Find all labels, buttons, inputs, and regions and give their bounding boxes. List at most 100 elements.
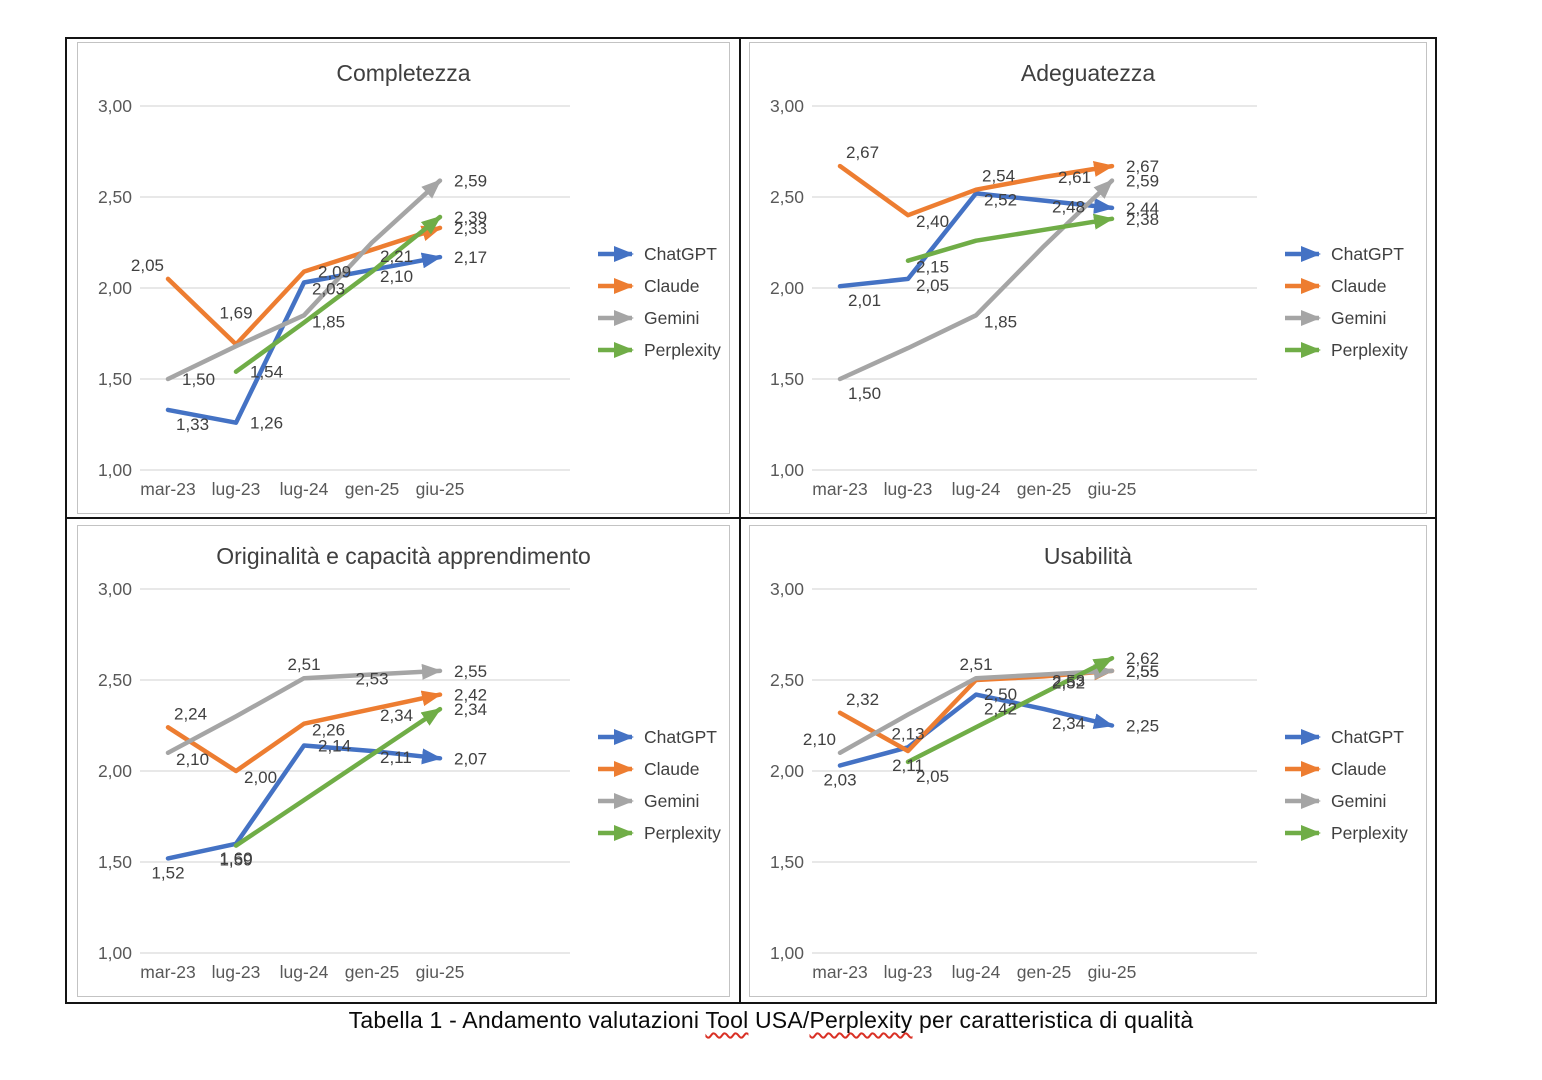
data-label: 2,05: [916, 276, 949, 295]
data-label: 2,61: [1058, 168, 1091, 187]
legend-item-gemini: Gemini: [1285, 791, 1386, 811]
legend-item-claude: Claude: [597, 759, 699, 779]
data-label: 2,55: [1126, 661, 1159, 680]
series-line-chatgpt: [837, 191, 1115, 289]
series-line-perplexity: [233, 706, 442, 848]
y-axis-tick-label: 1,50: [770, 369, 804, 389]
chart-adeguatezza: Adeguatezza 3,00 2,50 2,00 1,50 1,00 mar-23 lug…: [749, 42, 1427, 514]
data-label: 1,60: [219, 848, 252, 867]
data-label: 2,42: [454, 685, 487, 704]
data-label: 2,62: [1126, 649, 1159, 668]
data-label: 2,51: [287, 655, 320, 674]
x-axis-tick-label: mar-23: [140, 479, 195, 499]
data-label: 2,14: [318, 736, 351, 755]
data-label: 2,34: [1052, 714, 1085, 733]
legend-item-perplexity: Perplexity: [1285, 340, 1408, 360]
legend-label: Claude: [1331, 276, 1386, 296]
data-label: 2,24: [174, 704, 207, 723]
legend-item-gemini: Gemini: [597, 791, 699, 811]
x-axis-tick-label: lug-23: [884, 479, 933, 499]
y-axis-tick-label: 3,00: [97, 96, 131, 116]
legend-label: Gemini: [644, 308, 699, 328]
legend-label: Gemini: [644, 791, 699, 811]
legend-item-chatgpt: ChatGPT: [1285, 244, 1404, 264]
series-line-claude: [165, 690, 442, 773]
chart-canvas: Completezza 3,00 2,50 2,00 1,50 1,00 mar-23 lug…: [97, 60, 721, 499]
y-axis-tick-label: 2,50: [770, 187, 804, 207]
data-label: 1,59: [219, 850, 252, 869]
charts-table: Completezza 3,00 2,50 2,00 1,50 1,00 mar-23 lug…: [65, 37, 1437, 1004]
data-label: 1,33: [176, 415, 209, 434]
data-label: 2,67: [1126, 157, 1159, 176]
series-line-gemini: [165, 178, 442, 382]
legend-item-claude: Claude: [1285, 759, 1386, 779]
data-label: 2,07: [454, 749, 487, 768]
legend-label: Gemini: [1331, 308, 1386, 328]
data-label: 1,52: [151, 863, 184, 882]
y-axis-tick-label: 1,00: [97, 943, 131, 963]
data-label: 2,54: [982, 167, 1015, 186]
caption-text: USA/: [748, 1007, 810, 1033]
legend-item-chatgpt: ChatGPT: [597, 244, 717, 264]
x-axis-tick-label: giu-25: [1088, 479, 1137, 499]
y-axis-tick-label: 3,00: [770, 96, 804, 116]
legend-label: Gemini: [1331, 791, 1386, 811]
data-label: 1,50: [848, 384, 881, 403]
legend-item-perplexity: Perplexity: [1285, 823, 1408, 843]
data-label: 2,34: [380, 706, 413, 725]
legend-label: Claude: [644, 759, 699, 779]
data-label: 2,00: [244, 768, 277, 787]
y-axis-tick-label: 2,00: [770, 278, 804, 298]
chart-usabilita: Usabilità 3,00 2,50 2,00 1,50 1,00 mar-23 lug-2…: [749, 524, 1427, 997]
x-axis-tick-label: mar-23: [812, 479, 867, 499]
y-axis-tick-label: 2,50: [97, 187, 131, 207]
legend-label: Claude: [644, 276, 699, 296]
caption-misspelled-word: Tool: [705, 1007, 749, 1033]
x-axis-tick-label: giu-25: [415, 962, 464, 982]
data-label: 2,38: [1126, 210, 1159, 229]
data-label: 2,67: [846, 143, 879, 162]
legend-item-perplexity: Perplexity: [597, 340, 721, 360]
x-axis-tick-label: giu-25: [1088, 962, 1137, 982]
chart-canvas: Usabilità 3,00 2,50 2,00 1,50 1,00 mar-23 lug-2…: [770, 543, 1408, 982]
data-label: 1,50: [182, 370, 215, 389]
series-line-perplexity: [905, 213, 1115, 263]
x-axis-tick-label: lug-24: [952, 479, 1001, 499]
data-label: 2,55: [1126, 661, 1159, 680]
y-axis-tick-label: 1,00: [770, 460, 804, 480]
series-line-chatgpt: [165, 252, 442, 425]
x-axis-tick-label: lug-24: [279, 479, 328, 499]
data-label: 2,10: [380, 267, 413, 286]
legend-item-perplexity: Perplexity: [597, 823, 721, 843]
data-label: 2,09: [318, 263, 351, 282]
series-line-chatgpt: [837, 691, 1115, 768]
data-label: 2,51: [959, 655, 992, 674]
chart-completezza: Completezza 3,00 2,50 2,00 1,50 1,00 mar-23 lug…: [76, 42, 730, 514]
data-label: 2,44: [1126, 199, 1159, 218]
x-axis-tick-label: lug-23: [211, 962, 260, 982]
data-label: 2,52: [1052, 673, 1085, 692]
y-axis-tick-label: 1,00: [97, 460, 131, 480]
x-axis-tick-label: gen-25: [1017, 962, 1072, 982]
x-axis-tick-label: lug-24: [952, 962, 1001, 982]
data-label: 2,39: [454, 208, 487, 227]
series-line-claude: [837, 161, 1115, 218]
x-axis-tick-label: lug-23: [884, 962, 933, 982]
chart-title: Usabilità: [1044, 543, 1132, 569]
data-label: 2,33: [454, 219, 487, 238]
data-label: 1,85: [984, 312, 1017, 331]
data-label: 2,05: [916, 766, 949, 785]
y-axis-tick-label: 1,50: [97, 852, 131, 872]
caption-text: per caratteristica di qualità: [912, 1007, 1194, 1033]
data-label: 2,34: [454, 700, 487, 719]
series-line-perplexity: [905, 655, 1115, 764]
legend-label: ChatGPT: [644, 727, 717, 747]
series-line-perplexity: [233, 214, 442, 374]
y-axis-tick-label: 1,00: [770, 943, 804, 963]
series-line-gemini: [165, 663, 442, 755]
legend-item-claude: Claude: [1285, 276, 1386, 296]
data-label: 2,13: [891, 724, 924, 743]
chart-canvas: Originalità e capacità apprendimento 3,00…: [97, 543, 721, 982]
table-cell-top-left: Completezza 3,00 2,50 2,00 1,50 1,00 mar-23 lug…: [67, 39, 739, 517]
y-axis-tick-label: 3,00: [770, 579, 804, 599]
